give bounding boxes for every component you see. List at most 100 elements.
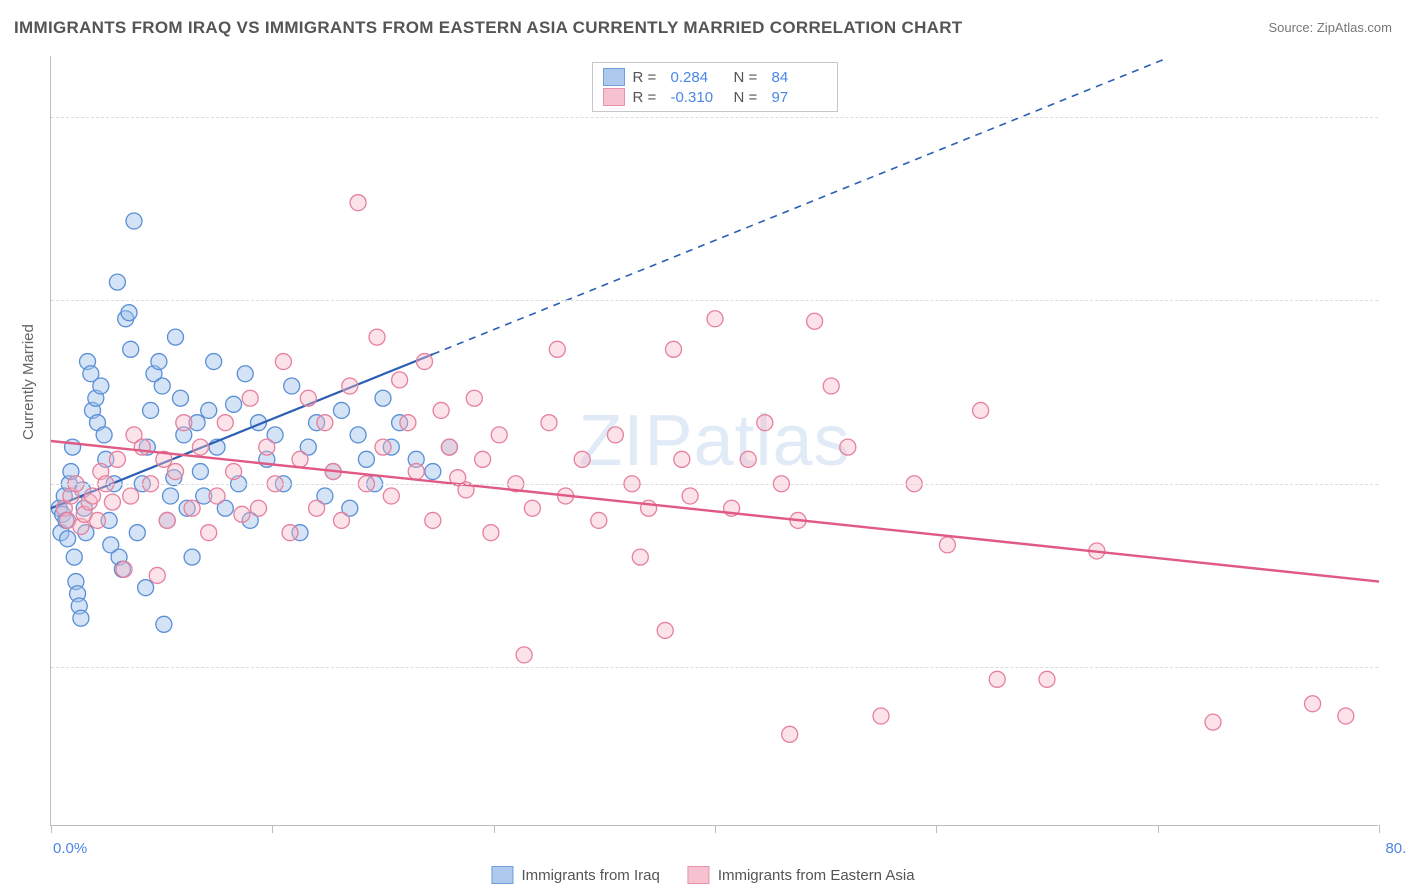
- scatter-point: [823, 378, 839, 394]
- scatter-point: [369, 329, 385, 345]
- scatter-point: [408, 464, 424, 480]
- scatter-point: [172, 390, 188, 406]
- scatter-point: [129, 525, 145, 541]
- scatter-point: [154, 378, 170, 394]
- scatter-point: [309, 500, 325, 516]
- scatter-point: [159, 512, 175, 528]
- source-name: ZipAtlas.com: [1317, 20, 1392, 35]
- scatter-point: [217, 415, 233, 431]
- scatter-point: [417, 354, 433, 370]
- scatter-point: [226, 464, 242, 480]
- scatter-point: [591, 512, 607, 528]
- chart-title: IMMIGRANTS FROM IRAQ VS IMMIGRANTS FROM …: [14, 18, 962, 38]
- scatter-point: [259, 439, 275, 455]
- scatter-point: [168, 329, 184, 345]
- scatter-point: [275, 354, 291, 370]
- scatter-point: [66, 549, 82, 565]
- source-label: Source:: [1268, 20, 1316, 35]
- x-tick-label: 0.0%: [53, 840, 87, 857]
- scatter-point: [1205, 714, 1221, 730]
- scatter-point: [334, 402, 350, 418]
- x-tick: [51, 825, 52, 833]
- scatter-point: [782, 726, 798, 742]
- gridline: [51, 484, 1378, 485]
- x-tick: [715, 825, 716, 833]
- scatter-point: [242, 390, 258, 406]
- scatter-point: [143, 402, 159, 418]
- scatter-point: [807, 313, 823, 329]
- n-value: 97: [772, 89, 827, 106]
- scatter-point: [138, 580, 154, 596]
- scatter-point: [989, 671, 1005, 687]
- scatter-point: [350, 195, 366, 211]
- x-tick: [272, 825, 273, 833]
- scatter-point: [104, 494, 120, 510]
- scatter-point: [123, 488, 139, 504]
- scatter-point: [1305, 696, 1321, 712]
- scatter-point: [400, 415, 416, 431]
- scatter-point: [383, 488, 399, 504]
- legend-item: Immigrants from Iraq: [491, 866, 659, 884]
- x-tick-label: 80.0%: [1385, 840, 1406, 857]
- n-value: 84: [772, 69, 827, 86]
- legend-label: Immigrants from Eastern Asia: [718, 867, 915, 884]
- scatter-point: [226, 396, 242, 412]
- scatter-point: [234, 506, 250, 522]
- swatch-icon: [491, 866, 513, 884]
- scatter-point: [873, 708, 889, 724]
- n-label: N =: [734, 89, 764, 106]
- legend-stats-row: R = -0.310 N = 97: [603, 87, 827, 107]
- legend-item: Immigrants from Eastern Asia: [688, 866, 915, 884]
- scatter-point: [483, 525, 499, 541]
- scatter-point: [666, 341, 682, 357]
- scatter-point: [85, 488, 101, 504]
- scatter-point: [126, 213, 142, 229]
- scatter-point: [206, 354, 222, 370]
- scatter-point: [251, 500, 267, 516]
- scatter-point: [176, 415, 192, 431]
- scatter-point: [116, 561, 132, 577]
- scatter-point: [163, 488, 179, 504]
- scatter-svg: [51, 56, 1378, 825]
- scatter-point: [149, 567, 165, 583]
- scatter-point: [121, 305, 137, 321]
- scatter-point: [292, 451, 308, 467]
- r-label: R =: [633, 69, 663, 86]
- scatter-point: [491, 427, 507, 443]
- scatter-point: [707, 311, 723, 327]
- scatter-point: [375, 390, 391, 406]
- scatter-point: [574, 451, 590, 467]
- n-label: N =: [734, 69, 764, 86]
- gridline: [51, 667, 1378, 668]
- scatter-point: [740, 451, 756, 467]
- x-tick: [494, 825, 495, 833]
- scatter-point: [607, 427, 623, 443]
- scatter-point: [151, 354, 167, 370]
- scatter-point: [524, 500, 540, 516]
- scatter-point: [73, 610, 89, 626]
- scatter-point: [392, 372, 408, 388]
- scatter-point: [939, 537, 955, 553]
- scatter-point: [109, 274, 125, 290]
- scatter-point: [1338, 708, 1354, 724]
- scatter-point: [441, 439, 457, 455]
- scatter-point: [358, 451, 374, 467]
- scatter-point: [201, 525, 217, 541]
- gridline: [51, 300, 1378, 301]
- scatter-point: [60, 531, 76, 547]
- scatter-point: [840, 439, 856, 455]
- scatter-point: [682, 488, 698, 504]
- scatter-point: [657, 622, 673, 638]
- scatter-point: [201, 402, 217, 418]
- scatter-point: [93, 378, 109, 394]
- scatter-point: [284, 378, 300, 394]
- scatter-point: [973, 402, 989, 418]
- regression-line: [51, 441, 1379, 582]
- y-axis-title: Currently Married: [20, 324, 37, 440]
- scatter-point: [541, 415, 557, 431]
- swatch-icon: [688, 866, 710, 884]
- scatter-point: [757, 415, 773, 431]
- scatter-point: [168, 464, 184, 480]
- legend-stats-row: R = 0.284 N = 84: [603, 67, 827, 87]
- scatter-point: [109, 451, 125, 467]
